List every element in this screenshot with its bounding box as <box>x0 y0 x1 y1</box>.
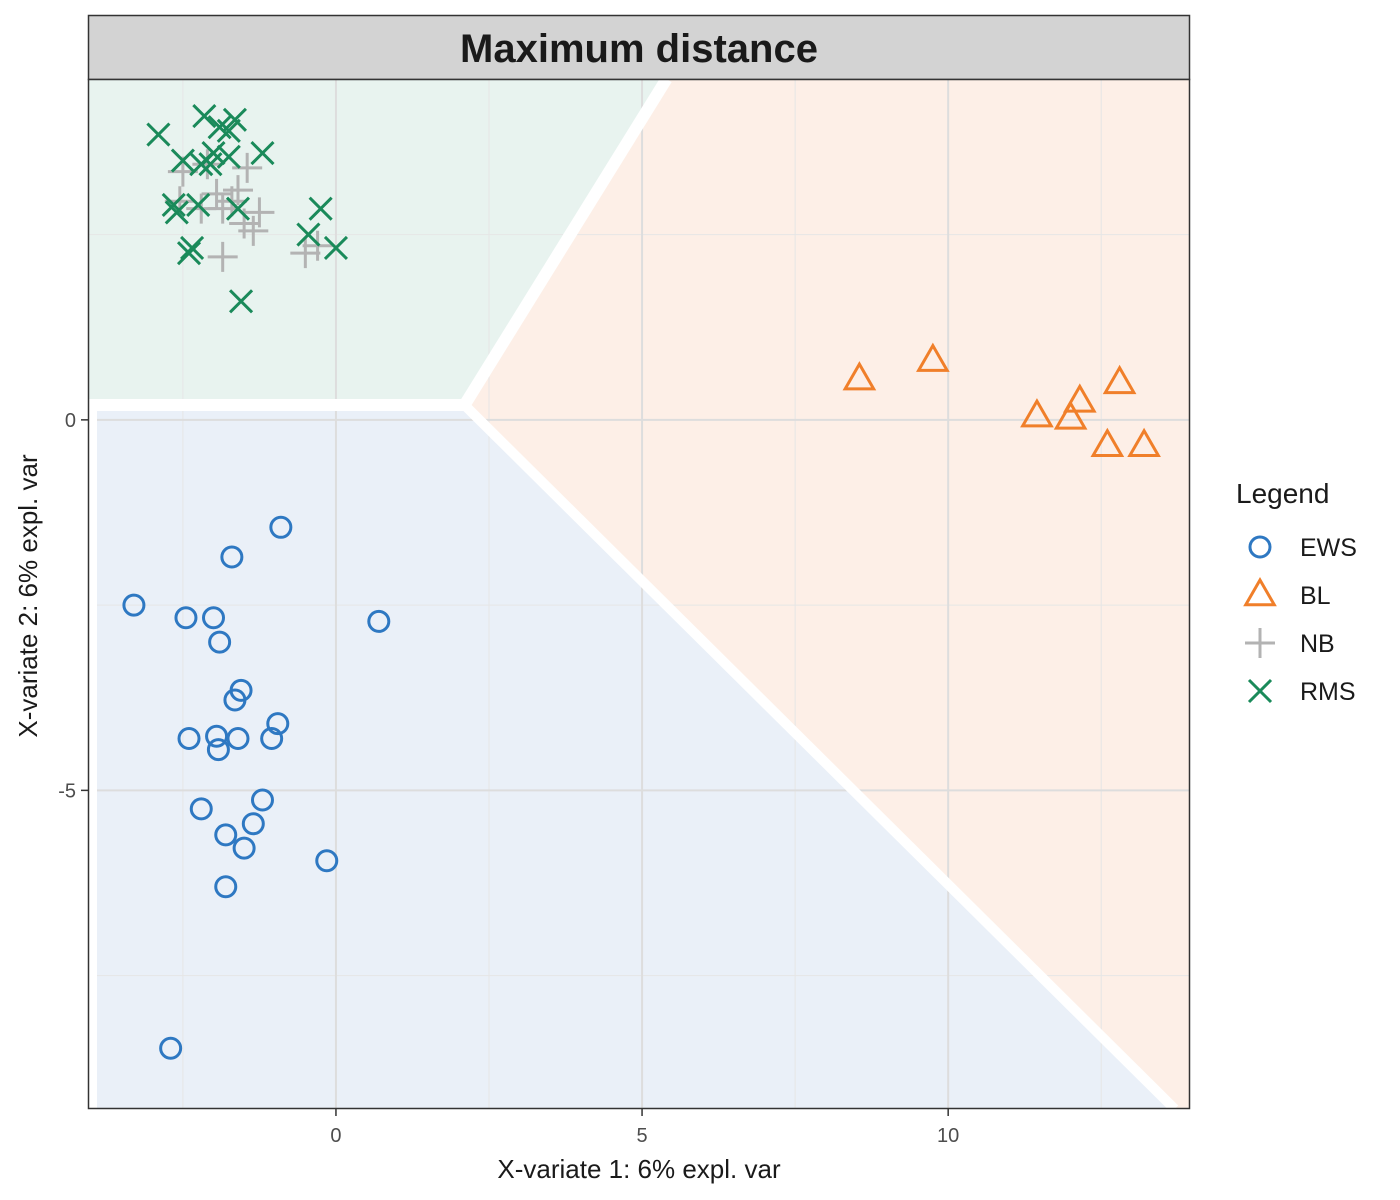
legend-label-bl: BL <box>1300 582 1331 610</box>
x-tick-label: 10 <box>937 1125 959 1147</box>
point-rms <box>170 148 195 173</box>
legend-title: Legend <box>1236 478 1329 509</box>
point-ews <box>205 724 229 748</box>
point-rms <box>180 235 205 261</box>
point-rms <box>161 192 186 218</box>
title-strip <box>87 14 1191 81</box>
point-rms <box>216 144 241 169</box>
point-nb <box>244 197 275 228</box>
legend-label-nb: NB <box>1300 630 1335 658</box>
point-nb <box>238 215 269 246</box>
point-rms <box>308 196 333 221</box>
point-ews <box>174 606 198 630</box>
point-ews <box>206 738 230 762</box>
point-ews <box>250 788 274 812</box>
point-ews <box>269 515 293 539</box>
point-ews <box>159 1036 183 1060</box>
point-rms <box>323 235 349 261</box>
legend-label-rms: RMS <box>1300 678 1356 706</box>
data-points <box>122 103 1161 1060</box>
point-ews <box>260 726 284 750</box>
point-ews <box>241 812 265 836</box>
grid-lines <box>88 79 1190 1109</box>
point-ews <box>122 593 146 617</box>
legend-label-ews: EWS <box>1300 534 1357 562</box>
y-axis-title: X-variate 2: 6% expl. var <box>13 454 43 738</box>
region-ews <box>88 405 1175 1109</box>
point-ews <box>226 726 250 750</box>
legend-key-rms <box>1247 678 1273 704</box>
point-ews <box>214 823 238 847</box>
legend: Legend EWS BL NB RMS <box>1236 478 1357 706</box>
point-ews <box>208 630 232 654</box>
point-rms <box>225 196 251 221</box>
y-tick-label: 0 <box>65 410 76 432</box>
region-boundaries <box>88 79 1179 1109</box>
point-nb <box>207 241 238 272</box>
point-bl <box>1020 398 1054 428</box>
point-rms <box>164 200 189 225</box>
plot-panel <box>87 78 1191 1110</box>
boundary-ews-bl <box>460 401 1179 1109</box>
point-bl <box>1062 383 1097 413</box>
point-ews <box>214 875 238 899</box>
y-tick-label: -5 <box>58 780 76 802</box>
point-rms <box>228 289 254 314</box>
legend-key-bl <box>1243 576 1277 607</box>
point-nb <box>232 152 263 183</box>
point-nb <box>290 238 321 269</box>
point-bl <box>1090 427 1125 458</box>
point-nb <box>192 149 223 180</box>
point-rms <box>222 107 247 132</box>
x-tick-label: 5 <box>636 1125 647 1147</box>
region-bl <box>464 79 1190 1109</box>
point-bl <box>842 361 877 391</box>
point-rms <box>198 152 223 177</box>
point-rms <box>176 241 202 266</box>
x-axis-title: X-variate 1: 6% expl. var <box>497 1154 781 1184</box>
point-rms <box>250 141 275 166</box>
point-rms <box>216 118 241 143</box>
point-rms <box>186 192 211 218</box>
point-rms <box>146 122 171 147</box>
point-bl <box>1053 400 1088 430</box>
legend-key-ews <box>1248 535 1272 559</box>
point-bl <box>1102 364 1137 395</box>
point-ews <box>177 726 201 750</box>
axes: 0 5 10 -5 0 <box>58 410 959 1147</box>
point-ews <box>266 712 290 736</box>
point-bl <box>916 342 950 372</box>
point-rms <box>189 152 214 177</box>
panel-border <box>87 78 1191 1110</box>
point-rms <box>296 222 321 247</box>
boundary-rms-bl <box>459 79 672 409</box>
point-nb <box>201 178 232 209</box>
point-ews <box>189 797 213 821</box>
point-ews <box>232 836 256 860</box>
point-ews <box>367 609 391 633</box>
point-bl <box>1127 427 1161 458</box>
point-ews <box>220 545 244 569</box>
legend-items: EWS BL NB RMS <box>1243 534 1357 706</box>
point-ews <box>202 606 226 630</box>
legend-key-nb <box>1245 628 1275 658</box>
decision-regions <box>88 79 1190 1109</box>
point-rms <box>192 103 217 129</box>
chart-title: Maximum distance <box>460 27 818 71</box>
point-ews <box>315 849 339 873</box>
point-ews <box>223 688 247 712</box>
x-tick-label: 0 <box>330 1125 341 1147</box>
